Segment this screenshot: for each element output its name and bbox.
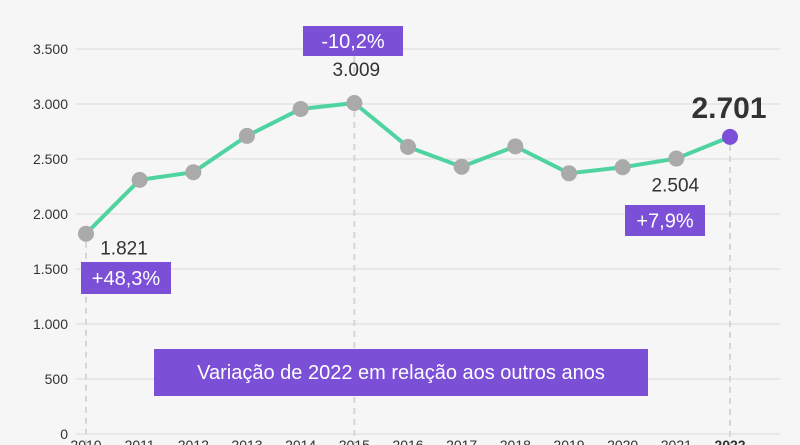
y-tick-label: 2.500: [33, 151, 68, 167]
x-tick-label: 2016: [392, 437, 423, 445]
x-tick-label: 2021: [661, 437, 692, 445]
y-tick-label: 3.500: [33, 41, 68, 57]
change-pill: [625, 205, 705, 236]
x-tick-label: 2022: [714, 437, 745, 445]
x-tick-label: 2017: [446, 437, 477, 445]
data-point: [400, 138, 416, 155]
change-labels: +48,3% -10,2% +7,9%: [81, 26, 705, 294]
value-labels: 1.821 3.009 2.504 2.701: [100, 60, 766, 260]
x-tick-label: 2018: [500, 437, 531, 445]
change-pill-text: +48,3%: [92, 268, 161, 290]
data-point: [239, 127, 255, 144]
x-tick-label: 2012: [178, 437, 209, 445]
data-point: [453, 158, 470, 175]
data-point: [507, 138, 524, 155]
data-point: [131, 171, 148, 188]
y-tick-label: 1.000: [33, 316, 68, 332]
data-point: [346, 95, 363, 112]
y-tick-label: 2.000: [33, 206, 68, 222]
x-tick-label: 2013: [231, 437, 262, 445]
y-tick-label: 3.000: [33, 96, 68, 112]
value-label: 2.504: [652, 176, 700, 197]
change-pill: [303, 26, 403, 56]
y-tick-label: 500: [45, 371, 69, 387]
data-point: [292, 100, 309, 117]
change-pill-text: -10,2%: [321, 31, 385, 53]
value-label: 3.009: [333, 60, 381, 81]
x-tick-label: 2015: [339, 437, 370, 445]
highlight-value-label: 2.701: [691, 92, 766, 125]
y-tick-label: 0: [60, 426, 68, 442]
banner: Variação de 2022 em relação aos outros a…: [154, 349, 648, 396]
x-tick-label: 2019: [553, 437, 584, 445]
data-point: [185, 164, 202, 181]
x-tick-label: 2014: [285, 437, 316, 445]
banner-box: [154, 349, 648, 396]
data-point: [78, 225, 94, 242]
y-tick-label: 1.500: [33, 261, 68, 277]
data-point: [668, 150, 685, 167]
x-tick-label: 2010: [70, 437, 101, 445]
y-axis: 0 500 1.000 1.500 2.000 2.500 3.000 3.500: [33, 41, 68, 442]
change-pill-text: +7,9%: [636, 211, 693, 233]
value-label: 1.821: [100, 239, 148, 260]
highlight-point: [722, 128, 738, 145]
x-axis: 2010 2011 2012 2013 2014 2015 2016 2017 2018 2019…: [70, 437, 745, 445]
data-point: [614, 159, 631, 176]
data-point: [561, 165, 577, 182]
x-tick-label: 2011: [125, 437, 155, 445]
x-tick-label: 2020: [607, 437, 638, 445]
series: [78, 95, 738, 242]
change-pill: [81, 262, 171, 294]
banner-text: Variação de 2022 em relação aos outros a…: [197, 362, 605, 384]
